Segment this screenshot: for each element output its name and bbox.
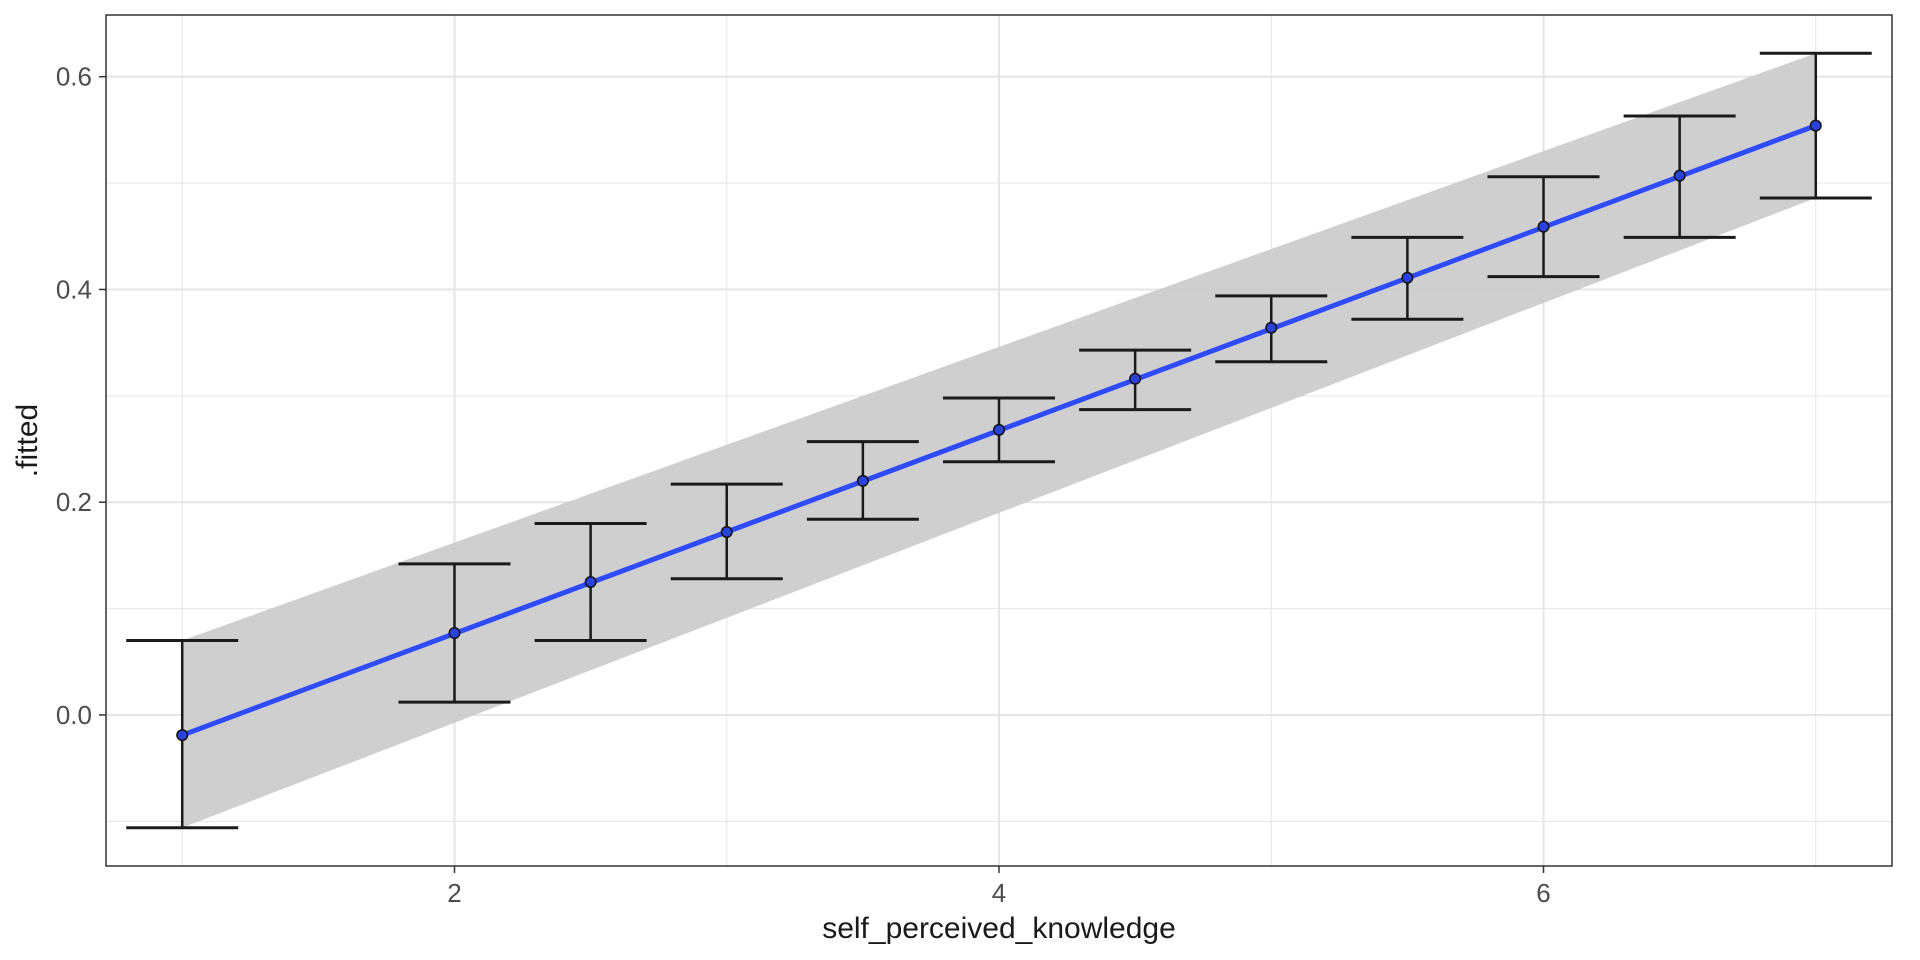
x-tick-label: 2 (447, 878, 461, 908)
y-tick-label: 0.2 (56, 487, 92, 517)
error-bars (126, 51, 1872, 830)
data-point-highlight (858, 476, 868, 486)
y-axis-title: .fitted (11, 404, 44, 477)
data-point-highlight (1539, 222, 1549, 232)
data-point-highlight (1402, 273, 1412, 283)
data-point-highlight (722, 527, 732, 537)
y-tick-label: 0.0 (56, 700, 92, 730)
x-tick-label: 6 (1536, 878, 1550, 908)
y-tick-label: 0.4 (56, 274, 92, 304)
x-axis-ticks: 2 4 6 (447, 866, 1551, 908)
data-point-highlight (1811, 121, 1821, 131)
data-point-highlight (1266, 323, 1276, 333)
y-axis-ticks: 0.0 0.2 0.4 0.6 (56, 62, 106, 730)
x-tick-label: 4 (992, 878, 1006, 908)
data-point-highlight (449, 628, 459, 638)
data-point-highlight (177, 730, 187, 740)
x-axis-title: self_perceived_knowledge (822, 912, 1176, 945)
data-point-highlight (1675, 171, 1685, 181)
data-points (176, 119, 1822, 742)
data-point-highlight (586, 577, 596, 587)
data-point-highlight (1130, 374, 1140, 384)
data-point-highlight (994, 425, 1004, 435)
y-tick-label: 0.6 (56, 62, 92, 92)
